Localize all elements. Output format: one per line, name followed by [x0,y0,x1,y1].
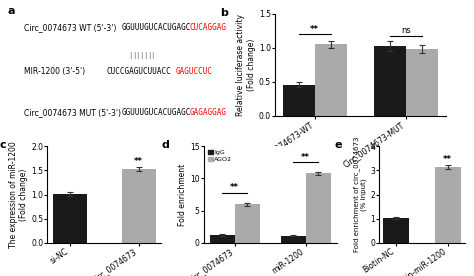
Text: ns: ns [401,26,411,35]
Text: a: a [7,6,15,16]
Text: CUCCGAGUCUUACC: CUCCGAGUCUUACC [106,67,171,76]
Text: GAGUCCUC: GAGUCCUC [175,67,212,76]
Text: GAGAGGAG: GAGAGGAG [190,108,227,117]
Bar [283,85,315,116]
Y-axis label: Relative luciferase activity
(Fold change): Relative luciferase activity (Fold chang… [237,14,256,116]
Text: |: | [151,52,154,59]
Bar [121,169,156,243]
Text: d: d [161,140,169,150]
Text: **: ** [230,183,239,192]
Text: c: c [0,140,6,150]
Bar [281,236,306,243]
Text: |: | [129,52,131,59]
Bar [435,167,461,243]
Text: **: ** [310,25,319,33]
Bar [406,49,438,116]
Bar [306,173,330,243]
Text: |: | [140,52,143,59]
Text: Circ_0074673 WT (5'-3'): Circ_0074673 WT (5'-3') [24,23,116,32]
Text: e: e [335,140,342,150]
Text: |: | [133,52,135,59]
Text: CUCAGGAG: CUCAGGAG [190,23,227,32]
Bar [315,44,346,116]
Bar [235,204,260,243]
Legend: IgG, AGO2: IgG, AGO2 [207,149,233,163]
Bar [210,235,235,243]
Text: **: ** [301,153,310,162]
Text: GGUUUGUCACUGAGC: GGUUUGUCACUGAGC [122,108,191,117]
Text: |: | [147,52,150,59]
Text: |: | [144,52,146,59]
Text: **: ** [134,157,143,166]
Bar [53,194,87,243]
Text: b: b [220,8,228,18]
Y-axis label: The expression of miR-1200
(Fold change): The expression of miR-1200 (Fold change) [9,141,28,248]
Text: GGUUUGUCACUGAGC: GGUUUGUCACUGAGC [122,23,191,32]
Bar [374,46,406,116]
Y-axis label: Fold enrichment of circ_0074673
(% input): Fold enrichment of circ_0074673 (% input… [353,137,367,252]
Text: |: | [137,52,139,59]
Bar [383,218,409,243]
Text: Circ_0074673 MUT (5'-3'): Circ_0074673 MUT (5'-3') [24,108,121,117]
Text: **: ** [443,155,452,164]
Y-axis label: Fold enrichment: Fold enrichment [178,163,187,226]
Text: MIR-1200 (3'-5'): MIR-1200 (3'-5') [24,67,85,76]
